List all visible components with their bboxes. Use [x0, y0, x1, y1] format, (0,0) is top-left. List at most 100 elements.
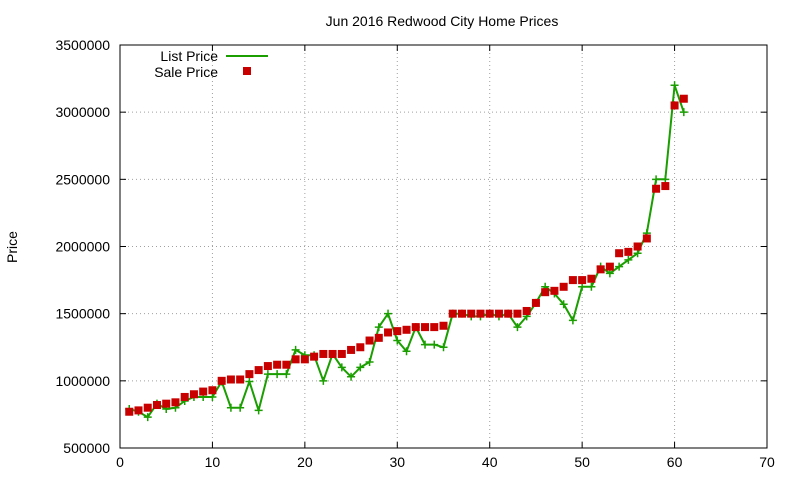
y-tick-label: 2500000 — [55, 171, 110, 187]
y-tick-label: 3000000 — [55, 104, 110, 120]
y-tick-label: 1500000 — [55, 306, 110, 322]
list-price-point — [661, 175, 670, 184]
sale-price-point — [504, 309, 513, 318]
y-tick-label: 500000 — [63, 440, 110, 456]
series-line-list-price — [128, 84, 685, 419]
list-price-point — [254, 406, 263, 415]
list-price-point — [578, 282, 587, 291]
y-tick-label: 2000000 — [55, 239, 110, 255]
x-tick-label: 40 — [482, 454, 498, 470]
sale-price-point — [365, 336, 374, 345]
list-price-point — [568, 316, 577, 325]
sale-price-point — [291, 355, 300, 364]
sale-price-point — [162, 399, 171, 408]
sale-price-point — [605, 262, 614, 271]
sale-price-point — [661, 182, 670, 191]
list-price-point — [421, 340, 430, 349]
sale-price-point — [522, 306, 531, 315]
list-price-point — [652, 175, 661, 184]
x-tick-label: 60 — [667, 454, 683, 470]
sale-price-point — [310, 352, 319, 361]
sale-price-point — [513, 309, 522, 318]
sale-price-point — [263, 362, 272, 371]
data-points — [125, 81, 688, 422]
y-tick-label: 1000000 — [55, 373, 110, 389]
sale-price-point — [217, 376, 226, 385]
sale-price-point — [448, 309, 457, 318]
sale-price-point — [374, 333, 383, 342]
sale-price-point — [319, 349, 328, 358]
x-tick-label: 70 — [759, 454, 775, 470]
sale-price-point — [208, 386, 217, 395]
list-price-point — [559, 300, 568, 309]
list-price-point — [365, 358, 374, 367]
sale-price-point — [587, 274, 596, 283]
sale-price-point — [143, 403, 152, 412]
sale-price-point — [559, 282, 568, 291]
list-price-point — [356, 363, 365, 372]
sale-price-point — [384, 328, 393, 337]
sale-price-point — [171, 398, 180, 407]
list-price-point — [374, 323, 383, 332]
sale-price-point — [439, 321, 448, 330]
sale-price-point — [467, 309, 476, 318]
sale-price-point — [642, 234, 651, 243]
sale-price-point — [670, 101, 679, 110]
legend: List Price Sale Price — [154, 48, 268, 80]
list-price-point — [263, 370, 272, 379]
sale-price-point — [541, 288, 550, 297]
sale-price-point — [226, 375, 235, 384]
y-tick-label: 3500000 — [55, 37, 110, 53]
series-lines — [128, 84, 685, 419]
sale-price-point — [393, 327, 402, 336]
sale-price-point — [402, 325, 411, 334]
legend-label-list-price: List Price — [160, 48, 218, 64]
sale-price-point — [189, 390, 198, 399]
list-price-point — [615, 262, 624, 271]
x-tick-label: 30 — [389, 454, 405, 470]
list-price-point — [291, 345, 300, 354]
sale-price-point — [180, 392, 189, 401]
list-price-point — [430, 340, 439, 349]
sale-price-point — [199, 387, 208, 396]
list-price-point — [347, 372, 356, 381]
list-price-point — [273, 370, 282, 379]
legend-swatch-sale-price — [243, 67, 251, 75]
sale-price-point — [476, 309, 485, 318]
sale-price-point — [578, 276, 587, 285]
x-tick-label: 10 — [205, 454, 221, 470]
sale-price-point — [337, 349, 346, 358]
sale-price-point — [457, 309, 466, 318]
list-price-point — [319, 376, 328, 385]
sale-price-point — [596, 265, 605, 274]
list-price-point — [282, 370, 291, 379]
sale-price-point — [152, 401, 161, 410]
list-price-point — [208, 392, 217, 401]
sale-price-point — [125, 407, 134, 416]
sale-price-point — [624, 247, 633, 256]
sale-price-point — [421, 323, 430, 332]
sale-price-point — [494, 309, 503, 318]
list-price-point — [245, 377, 254, 386]
list-price-point — [670, 81, 679, 90]
sale-price-point — [430, 323, 439, 332]
list-price-point — [605, 269, 614, 278]
sale-price-point — [273, 360, 282, 369]
sale-price-point — [550, 286, 559, 295]
list-price-point — [513, 323, 522, 332]
list-price-point — [337, 363, 346, 372]
list-price-point — [679, 108, 688, 117]
list-price-point — [402, 347, 411, 356]
sale-price-point — [254, 366, 263, 375]
sale-price-point — [568, 276, 577, 285]
list-price-point — [587, 282, 596, 291]
list-price-point — [226, 403, 235, 412]
sale-price-point — [615, 249, 624, 258]
sale-price-point — [633, 242, 642, 251]
axis-ticks: 0 10 20 30 40 50 60 70 500000 1000000 1500000 20000… — [55, 37, 775, 470]
list-price-point — [633, 249, 642, 258]
list-price-point — [384, 309, 393, 318]
list-price-point — [236, 403, 245, 412]
sale-price-point — [347, 345, 356, 354]
